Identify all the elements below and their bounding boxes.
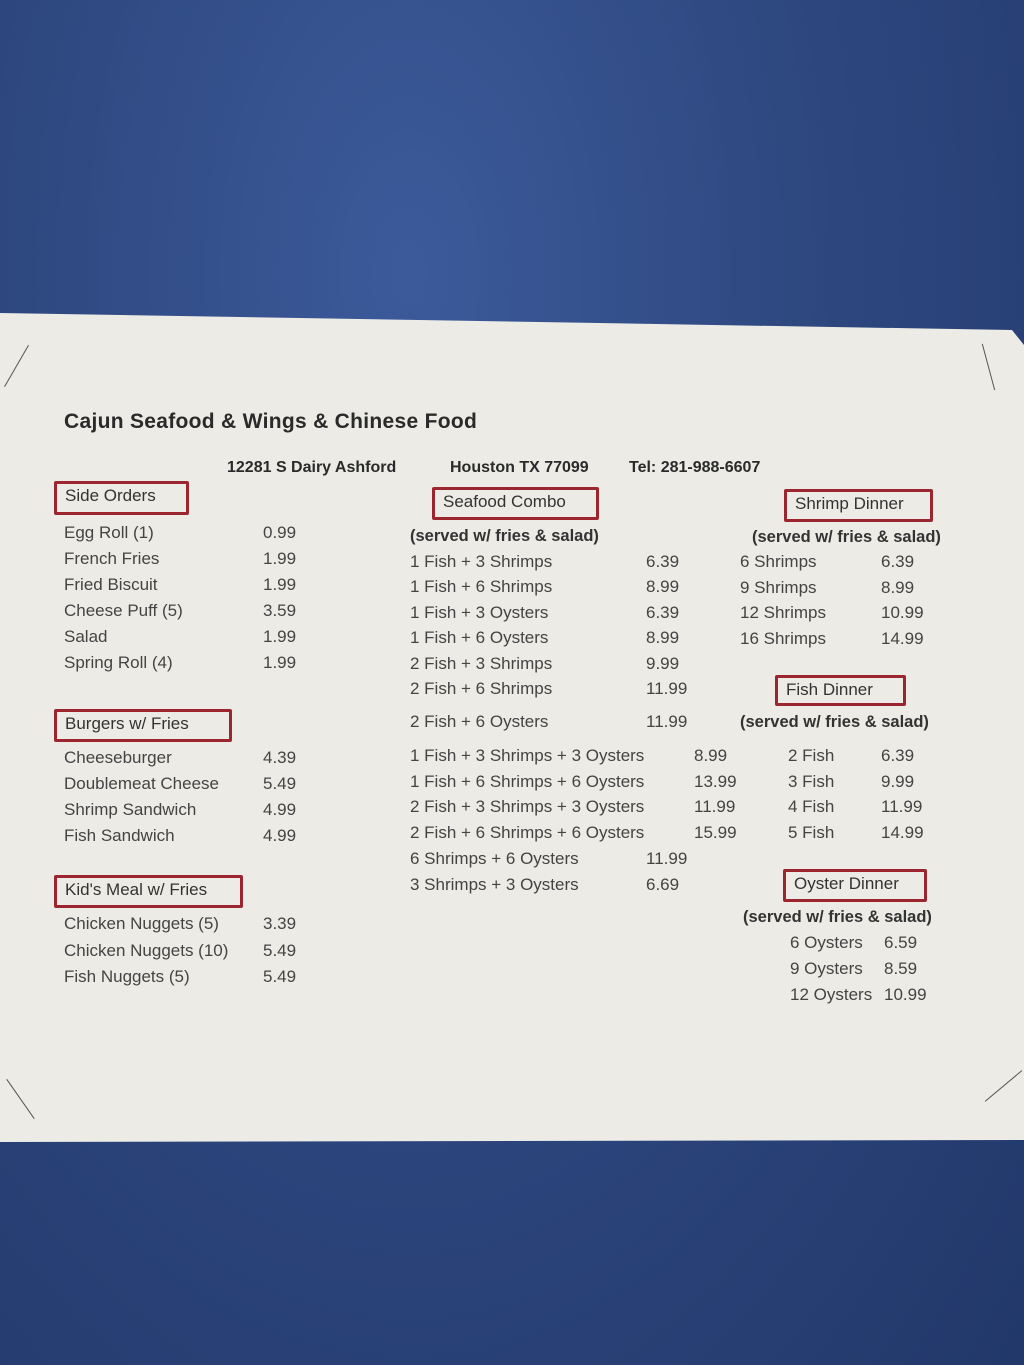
item-price: 1.99 (263, 653, 297, 672)
item-name: 1 Fish + 3 Shrimps + 3 Oysters (410, 746, 645, 765)
city: Houston TX 77099 (450, 459, 589, 476)
item-price: 11.99 (646, 679, 688, 698)
item-name: 4 Fish (788, 797, 835, 816)
item-name: Fried Biscuit (64, 575, 158, 594)
item-price: 13.99 (694, 772, 737, 791)
item-name: French Fries (64, 549, 160, 568)
side_orders-heading: Side Orders (54, 481, 189, 515)
shrimp_dinner-heading: Shrimp Dinner (784, 489, 933, 522)
address: 12281 S Dairy Ashford (227, 459, 397, 476)
item-name: 6 Shrimps + 6 Oysters (410, 849, 579, 868)
item-price: 3.39 (263, 914, 297, 933)
item-price: 8.99 (646, 577, 680, 596)
item-name: 12 Shrimps (740, 603, 826, 622)
item-price: 4.99 (263, 800, 297, 819)
item-price: 4.99 (263, 826, 297, 845)
item-price: 11.99 (881, 797, 923, 816)
item-name: 1 Fish + 6 Shrimps (410, 577, 553, 596)
item-price: 11.99 (694, 797, 736, 816)
item-price: 8.99 (881, 577, 915, 597)
item-price: 5.49 (263, 940, 297, 960)
item-price: 5.49 (263, 774, 297, 793)
item-name: Fish Sandwich (64, 826, 175, 845)
item-name: 1 Fish + 6 Oysters (410, 628, 549, 647)
oyster_dinner-subtitle: (served w/ fries & salad) (743, 908, 932, 926)
item-price: 4.39 (263, 748, 297, 767)
item-name: 9 Oysters (790, 959, 863, 978)
item-name: Salad (64, 627, 108, 646)
item-price: 11.99 (646, 712, 688, 731)
seafood_combo-heading: Seafood Combo (432, 487, 599, 520)
item-name: Doublemeat Cheese (64, 774, 219, 793)
shrimp_dinner-subtitle: (served w/ fries & salad) (752, 528, 941, 546)
burgers-heading: Burgers w/ Fries (54, 709, 232, 742)
item-price: 6.59 (884, 933, 918, 952)
item-price: 8.59 (884, 959, 918, 978)
item-price: 15.99 (694, 823, 737, 842)
kids_meal-heading: Kid's Meal w/ Fries (54, 875, 243, 908)
item-name: 2 Fish + 3 Shrimps (410, 654, 553, 673)
item-price: 0.99 (263, 523, 297, 542)
item-price: 6.39 (646, 603, 680, 622)
item-name: Chicken Nuggets (10) (64, 940, 229, 960)
item-name: Shrimp Sandwich (64, 800, 197, 819)
item-name: 2 Fish (788, 746, 835, 765)
item-name: Chicken Nuggets (5) (64, 914, 219, 933)
item-name: Fish Nuggets (5) (64, 967, 190, 986)
item-name: 9 Shrimps (740, 577, 817, 597)
item-price: 1.99 (263, 627, 297, 646)
seafood_combo-subtitle: (served w/ fries & salad) (410, 527, 599, 545)
item-name: Spring Roll (4) (64, 653, 173, 672)
item-name: Egg Roll (1) (64, 523, 154, 542)
item-price: 9.99 (881, 771, 915, 791)
item-name: 12 Oysters (790, 985, 873, 1004)
restaurant-name: Cajun Seafood & Wings & Chinese Food (64, 410, 478, 433)
item-price: 8.99 (694, 746, 728, 765)
item-price: 11.99 (646, 849, 688, 868)
oyster_dinner-heading: Oyster Dinner (783, 869, 927, 902)
item-name: 16 Shrimps (740, 628, 826, 648)
item-name: 1 Fish + 3 Oysters (410, 603, 549, 622)
item-price: 6.69 (646, 875, 680, 894)
item-name: 3 Fish (788, 771, 835, 791)
item-price: 3.59 (263, 601, 297, 620)
item-price: 5.49 (263, 967, 297, 986)
item-price: 10.99 (884, 985, 927, 1004)
item-price: 6.39 (646, 552, 680, 571)
item-price: 6.39 (881, 746, 915, 765)
item-name: 6 Oysters (790, 933, 863, 952)
item-name: 2 Fish + 3 Shrimps + 3 Oysters (410, 797, 645, 816)
item-name: 6 Shrimps (740, 552, 817, 571)
item-name: 1 Fish + 3 Shrimps (410, 552, 553, 571)
phone: Tel: 281-988-6607 (629, 459, 761, 476)
item-name: 5 Fish (788, 822, 835, 842)
item-name: 2 Fish + 6 Oysters (410, 712, 549, 731)
item-price: 1.99 (263, 575, 297, 594)
item-price: 14.99 (881, 628, 924, 648)
item-name: 1 Fish + 6 Shrimps + 6 Oysters (410, 772, 645, 791)
item-price: 1.99 (263, 549, 297, 568)
item-price: 10.99 (881, 603, 924, 622)
item-name: 2 Fish + 6 Shrimps + 6 Oysters (410, 823, 645, 842)
fish_dinner-heading: Fish Dinner (775, 675, 906, 706)
item-name: Cheeseburger (64, 748, 172, 767)
item-price: 6.39 (881, 552, 915, 571)
item-price: 8.99 (646, 628, 680, 647)
item-name: Cheese Puff (5) (64, 601, 183, 620)
item-price: 9.99 (646, 654, 680, 673)
item-name: 3 Shrimps + 3 Oysters (410, 875, 579, 894)
item-name: 2 Fish + 6 Shrimps (410, 679, 553, 698)
item-price: 14.99 (881, 822, 924, 842)
fish_dinner-subtitle: (served w/ fries & salad) (740, 713, 929, 731)
